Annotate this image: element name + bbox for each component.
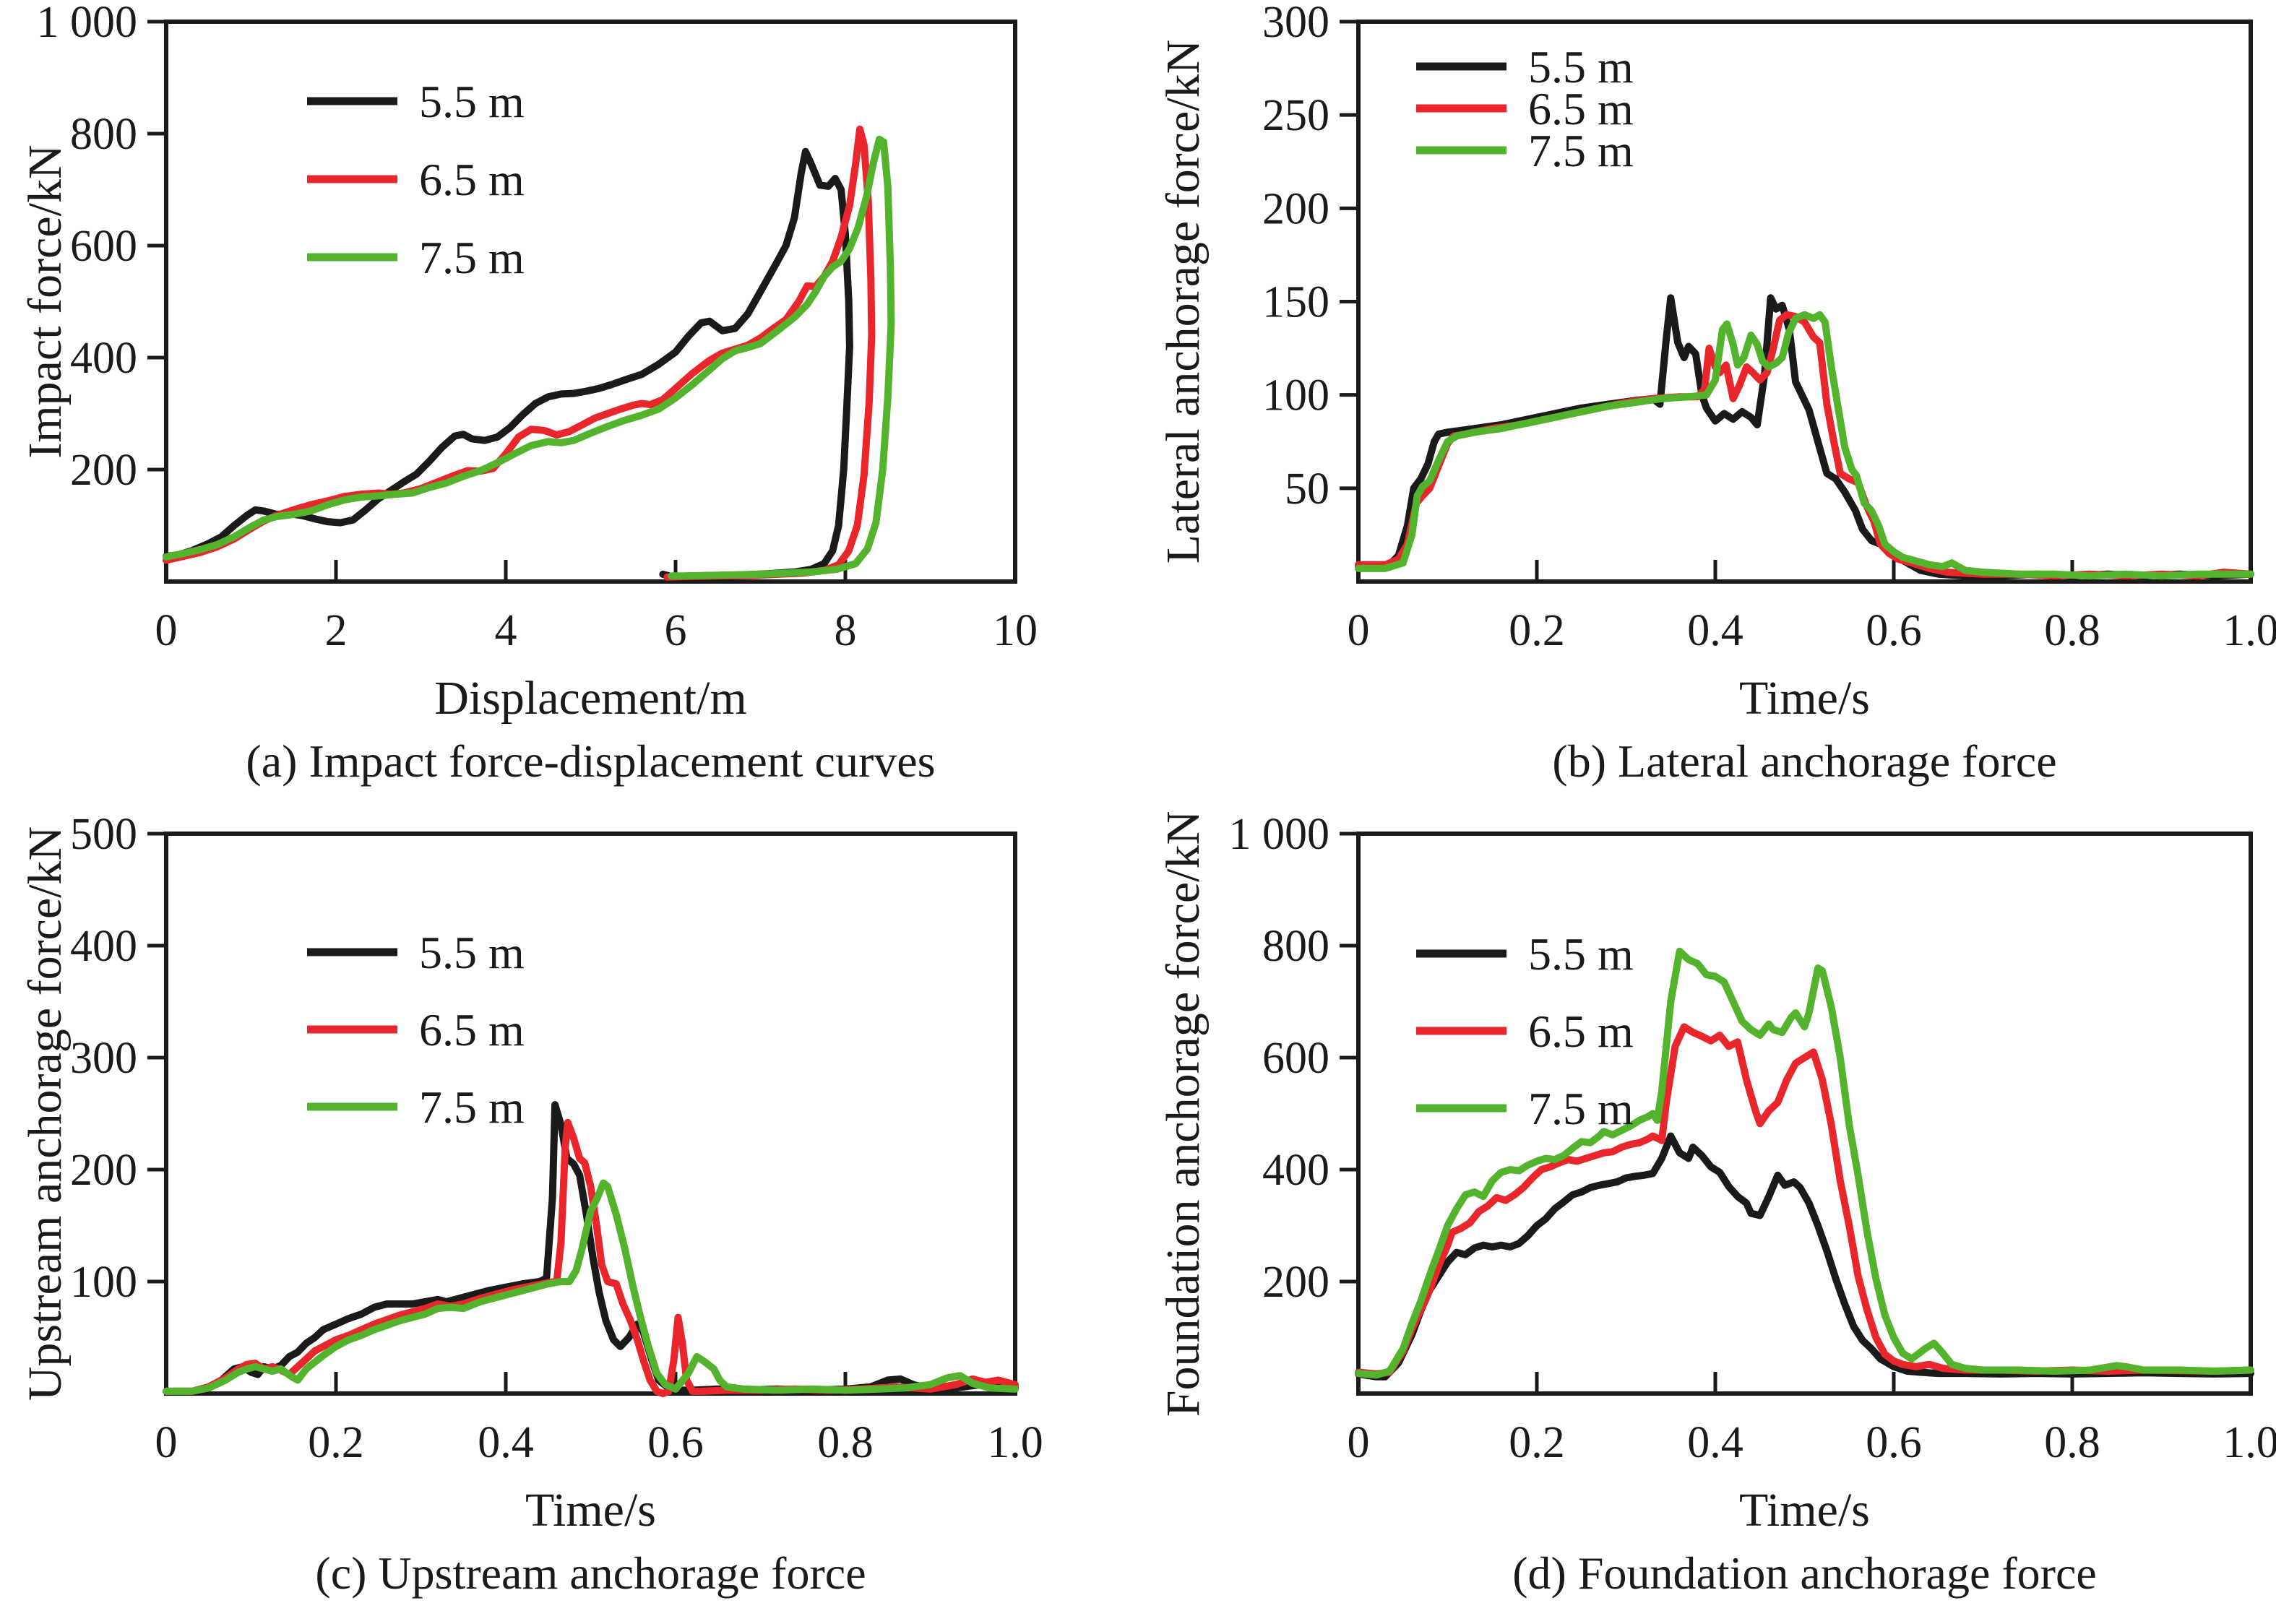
series-line-6.5m (1355, 311, 2254, 580)
legend-label: 7.5 m (1528, 125, 1634, 176)
legend-label: 6.5 m (1528, 83, 1634, 134)
series-line-7.5m (1355, 311, 2254, 580)
legend-label: 6.5 m (1528, 1006, 1634, 1057)
series-line-6.5m (1355, 1023, 2254, 1378)
x-tick-label: 1.0 (2223, 606, 2276, 655)
x-tick-label: 0.4 (1687, 1418, 1743, 1467)
x-tick-label: 2 (325, 606, 348, 655)
y-tick-label: 800 (1262, 922, 1329, 971)
y-axis-title: Foundation anchorage force/kN (1157, 812, 1210, 1417)
x-axis-title: Time/s (1739, 672, 1870, 725)
y-tick-label: 100 (1262, 371, 1329, 420)
x-tick-label: 1.0 (2223, 1418, 2276, 1467)
panel-caption: (d) Foundation anchorage force (1512, 1547, 2097, 1599)
y-tick-label: 600 (70, 222, 137, 271)
x-tick-label: 0.2 (1509, 1418, 1565, 1467)
x-tick-label: 4 (495, 606, 517, 655)
legend-label: 7.5 m (419, 232, 525, 283)
x-tick-label: 0.6 (647, 1418, 704, 1467)
y-tick-label: 400 (70, 922, 137, 971)
x-tick-label: 8 (835, 606, 857, 655)
x-tick-label: 0.6 (1866, 606, 1922, 655)
x-tick-label: 0.4 (1687, 606, 1743, 655)
x-tick-label: 10 (993, 606, 1038, 655)
y-tick-label: 500 (70, 812, 137, 859)
panel-caption: (c) Upstream anchorage force (315, 1547, 866, 1599)
panel-caption: (a) Impact force-displacement curves (246, 735, 935, 787)
x-tick-label: 0 (155, 606, 178, 655)
x-tick-label: 0 (1348, 1418, 1370, 1467)
legend-label: 7.5 m (1528, 1083, 1634, 1134)
panel-caption: (b) Lateral anchorage force (1552, 735, 2056, 787)
x-tick-label: 0.8 (2044, 606, 2100, 655)
legend-label: 6.5 m (419, 1004, 525, 1055)
legend-label: 5.5 m (419, 927, 525, 978)
y-tick-label: 50 (1285, 465, 1329, 514)
chart-svg-b: 0 0.2 0.4 0.6 0.8 1.0 50 100 150 200 250 300 Time/s L… (1157, 0, 2276, 787)
y-tick-label: 400 (70, 334, 137, 383)
x-tick-label: 0 (155, 1418, 178, 1467)
legend-label: 7.5 m (419, 1081, 525, 1133)
legend-label: 5.5 m (1528, 41, 1634, 92)
x-tick-label: 0 (1348, 606, 1370, 655)
y-axis-title: Impact force/kN (19, 144, 72, 458)
y-tick-label: 400 (1262, 1146, 1329, 1195)
y-tick-label: 100 (70, 1258, 137, 1307)
y-tick-label: 1 000 (37, 0, 138, 47)
x-axis-title: Time/s (1739, 1484, 1870, 1537)
series-line-5.5m (163, 1101, 1019, 1395)
y-tick-label: 1 000 (1229, 812, 1330, 859)
legend-label: 6.5 m (419, 154, 525, 205)
y-tick-label: 300 (1262, 0, 1329, 47)
x-axis-title: Displacement/m (434, 672, 747, 725)
series-line-7.5m (163, 1179, 1019, 1395)
panel-foundation-anchorage-force: 0 0.2 0.4 0.6 0.8 1.0 200 400 600 800 1 000 Time/s F… (1138, 810, 2276, 1624)
y-tick-label: 200 (70, 1146, 137, 1195)
panel-upstream-anchorage-force: 0 0.2 0.4 0.6 0.8 1.0 100 200 300 400 500 Time/s Ups… (0, 810, 1138, 1624)
x-tick-label: 6 (665, 606, 687, 655)
series-line-5.5m (163, 147, 853, 580)
chart-svg-d: 0 0.2 0.4 0.6 0.8 1.0 200 400 600 800 1 000 Time/s F… (1157, 810, 2276, 1599)
y-axis-title: Lateral anchorage force/kN (1157, 40, 1210, 564)
x-tick-label: 1.0 (987, 1418, 1043, 1467)
panel-impact-force-displacement: 0 2 4 6 8 10 200 400 600 800 1 000 Displacement/m Im… (0, 0, 1138, 812)
chart-svg-a: 0 2 4 6 8 10 200 400 600 800 1 000 Displacement/m Im… (19, 0, 1038, 787)
y-tick-label: 150 (1262, 278, 1329, 327)
x-tick-label: 0.6 (1866, 1418, 1922, 1467)
y-tick-label: 200 (1262, 184, 1329, 233)
x-tick-label: 0.2 (308, 1418, 364, 1467)
plot-frame (1356, 832, 2253, 1396)
panel-lateral-anchorage-force: 0 0.2 0.4 0.6 0.8 1.0 50 100 150 200 250 300 Time/s L… (1138, 0, 2276, 812)
legend-label: 5.5 m (419, 76, 525, 127)
x-tick-label: 0.4 (478, 1418, 534, 1467)
series-line-7.5m (163, 135, 895, 580)
series-line-7.5m (1355, 947, 2254, 1379)
series-line-5.5m (1355, 294, 2254, 580)
series-line-5.5m (1355, 1132, 2254, 1381)
y-tick-label: 600 (1262, 1034, 1329, 1083)
y-tick-label: 200 (70, 446, 137, 495)
x-tick-label: 0.2 (1509, 606, 1565, 655)
x-axis-title: Time/s (525, 1484, 656, 1537)
y-tick-label: 300 (70, 1034, 137, 1083)
chart-svg-c: 0 0.2 0.4 0.6 0.8 1.0 100 200 300 400 500 Time/s Ups… (19, 810, 1043, 1599)
x-tick-label: 0.8 (2044, 1418, 2100, 1467)
y-axis-title: Upstream anchorage force/kN (19, 826, 72, 1401)
x-tick-label: 0.8 (817, 1418, 874, 1467)
legend-label: 5.5 m (1528, 928, 1634, 980)
y-tick-label: 800 (70, 110, 137, 159)
plot-frame (164, 832, 1017, 1396)
y-tick-label: 200 (1262, 1258, 1329, 1307)
plot-frame (164, 20, 1017, 584)
y-tick-label: 250 (1262, 91, 1329, 140)
